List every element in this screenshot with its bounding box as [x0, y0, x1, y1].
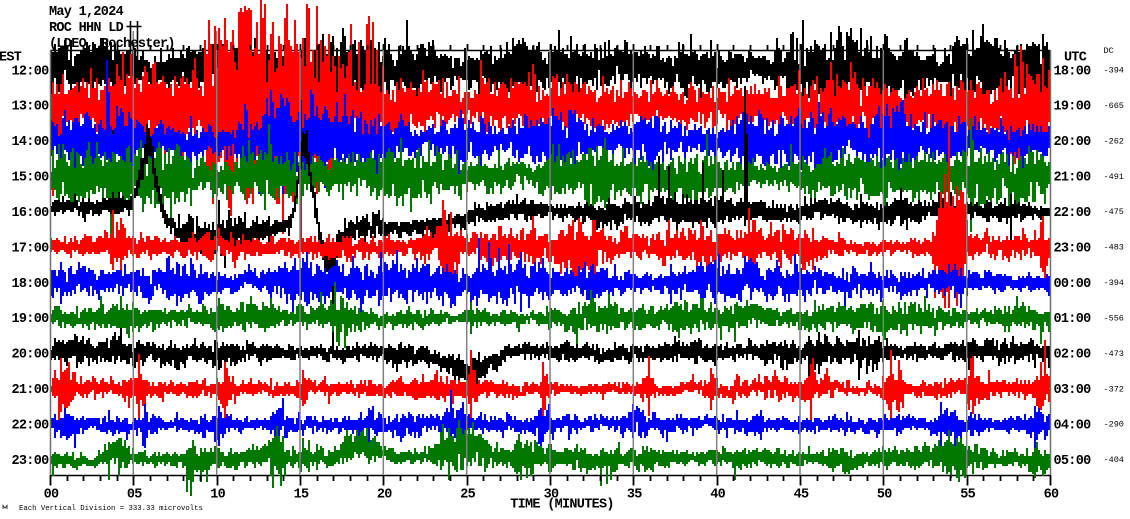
svg-text:25: 25 [460, 488, 475, 503]
svg-text:21:00: 21:00 [1054, 171, 1092, 186]
svg-text:35: 35 [627, 488, 642, 503]
svg-text:40: 40 [710, 488, 725, 503]
svg-text:Each Vertical Division = 333.: Each Vertical Division = 333.33 microvol… [19, 505, 203, 513]
svg-text:20:00: 20:00 [11, 348, 49, 363]
svg-text:ROC HHN LD: ROC HHN LD [49, 21, 124, 36]
svg-text:18:00: 18:00 [11, 277, 49, 292]
svg-text:-473: -473 [1104, 349, 1124, 359]
svg-text:-483: -483 [1104, 243, 1124, 253]
svg-text:17:00: 17:00 [11, 241, 49, 256]
svg-text:-404: -404 [1104, 455, 1124, 465]
svg-text:(LDEO, Rochester): (LDEO, Rochester) [49, 37, 175, 52]
svg-text:22:00: 22:00 [1054, 206, 1092, 221]
svg-text:10: 10 [210, 488, 225, 503]
svg-text:50: 50 [877, 488, 892, 503]
svg-text:14:00: 14:00 [11, 135, 49, 150]
svg-text:-394: -394 [1104, 278, 1124, 288]
svg-text:-290: -290 [1104, 420, 1124, 430]
svg-text:00: 00 [44, 488, 59, 503]
svg-text:20:00: 20:00 [1054, 135, 1092, 150]
svg-text:-262: -262 [1104, 136, 1124, 146]
svg-text:20: 20 [377, 488, 392, 503]
svg-text:05:00: 05:00 [1054, 454, 1092, 469]
svg-text:-475: -475 [1104, 207, 1124, 217]
svg-text:TIME (MINUTES): TIME (MINUTES) [510, 498, 614, 513]
svg-text:-372: -372 [1104, 384, 1124, 394]
svg-text:00:00: 00:00 [1054, 277, 1092, 292]
svg-text:23:00: 23:00 [1054, 241, 1092, 256]
svg-text:19:00: 19:00 [1054, 100, 1092, 115]
svg-text:-556: -556 [1104, 313, 1124, 323]
svg-text:13:00: 13:00 [11, 100, 49, 115]
svg-text:-394: -394 [1104, 66, 1124, 76]
svg-text:18:00: 18:00 [1054, 64, 1092, 79]
svg-text:60: 60 [1044, 488, 1059, 503]
svg-text:15:00: 15:00 [11, 171, 49, 186]
svg-text:45: 45 [794, 488, 809, 503]
svg-text:UTC: UTC [1064, 51, 1087, 66]
svg-text:16:00: 16:00 [11, 206, 49, 221]
svg-text:19:00: 19:00 [11, 312, 49, 327]
svg-text:03:00: 03:00 [1054, 383, 1092, 398]
svg-text:12:00: 12:00 [11, 64, 49, 79]
svg-text:04:00: 04:00 [1054, 419, 1092, 434]
svg-text:-665: -665 [1104, 101, 1124, 111]
svg-text:30: 30 [544, 488, 559, 503]
svg-text:02:00: 02:00 [1054, 348, 1092, 363]
svg-text:DC: DC [1104, 46, 1114, 56]
svg-text:22:00: 22:00 [11, 419, 49, 434]
svg-text:05: 05 [127, 488, 142, 503]
svg-text:01:00: 01:00 [1054, 312, 1092, 327]
svg-text:EST: EST [0, 51, 22, 66]
svg-text:-491: -491 [1104, 172, 1124, 182]
svg-text:May 1,2024: May 1,2024 [49, 5, 124, 20]
svg-text:23:00: 23:00 [11, 454, 49, 469]
svg-text:21:00: 21:00 [11, 383, 49, 398]
svg-text:15: 15 [294, 488, 309, 503]
svg-text:55: 55 [960, 488, 975, 503]
